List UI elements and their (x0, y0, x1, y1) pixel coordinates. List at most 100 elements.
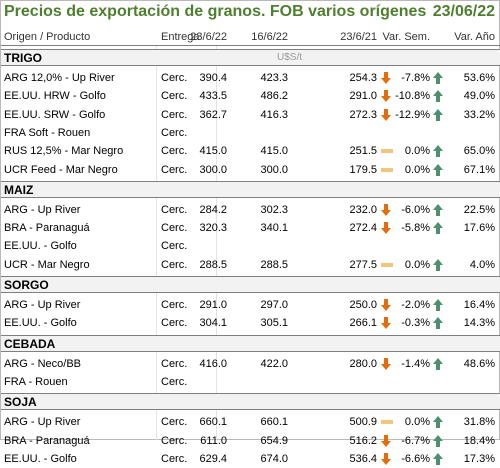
table-row: BRA - Paranaguá Cerc. 611.0 654.9 516.2 -6.7%… (1, 432, 500, 450)
product-name: FRA - Rouen (4, 375, 68, 388)
arrow-down-icon (381, 222, 391, 235)
var-year-value: 22.5% (463, 203, 495, 216)
var-year-value: 14.3% (463, 317, 495, 330)
arrow-up-icon (433, 145, 443, 158)
delivery-cell: Cerc. (161, 434, 188, 447)
delivery-cell: Cerc. (161, 163, 188, 176)
arrow-up-icon (433, 357, 443, 370)
var-week-value: -1.4% (401, 357, 430, 370)
price-year-ago: 179.5 (349, 163, 377, 176)
product-name: EE.UU. SRW - Golfo (4, 108, 106, 121)
delivery-cell: Cerc. (161, 357, 188, 370)
group-header: SORGO (1, 276, 500, 293)
price-week-ago: 423.3 (260, 72, 288, 84)
price-year-ago: 516.2 (349, 434, 377, 447)
table-row: ARG - Up River Cerc. 284.2 302.3 232.0 -6.0% 2… (1, 201, 500, 219)
delivery-cell: Cerc. (161, 416, 188, 429)
table-row: EE.UU. - Golfo Cerc. 629.4 674.0 536.4 -6.6% 1… (1, 450, 500, 468)
var-week-value: -5.8% (401, 222, 430, 235)
arrow-up-icon (433, 452, 443, 465)
price-week-ago: 415.0 (260, 145, 288, 158)
delivery-cell: Cerc. (161, 299, 188, 311)
product-name: EE.UU. - Golfo (4, 452, 77, 465)
var-week-value: -6.7% (401, 434, 430, 447)
delivery-cell: Cerc. (161, 72, 188, 84)
price-year-ago: 254.3 (349, 72, 377, 84)
price-week-ago: 305.1 (260, 317, 288, 330)
price-year-ago: 266.1 (349, 317, 377, 330)
page-title: Precios de exportación de granos. FOB va… (4, 3, 427, 20)
price-week-ago: 660.1 (260, 416, 288, 429)
header-product: Origen / Producto (4, 31, 91, 43)
arrow-up-icon (433, 317, 443, 330)
price-year-ago: 291.0 (349, 90, 377, 103)
arrow-up-icon (433, 416, 443, 429)
table-row: ARG - Up River Cerc. 660.1 660.1 500.9 0.0% 31… (1, 413, 500, 431)
arrow-up-icon (433, 108, 443, 121)
dash-icon (381, 259, 393, 271)
product-name: EE.UU. - Golfo (4, 317, 77, 330)
price-current: 304.1 (199, 317, 227, 330)
table-row: EE.UU. SRW - Golfo Cerc. 362.7 416.3 272.3 -1… (1, 106, 500, 124)
product-name: BRA - Paranaguá (4, 222, 90, 235)
header-price-week-ago: 16/6/22 (251, 31, 288, 43)
var-year-value: 48.6% (463, 357, 495, 370)
price-current: 416.0 (199, 357, 227, 370)
price-year-ago: 500.9 (349, 416, 377, 429)
arrow-up-icon (433, 434, 443, 447)
var-year-value: 4.0% (469, 258, 495, 271)
price-year-ago: 536.4 (349, 452, 377, 465)
group-header: MAIZ (1, 180, 500, 198)
price-week-ago: 300.0 (260, 163, 288, 176)
product-name: ARG - Neco/BB (4, 357, 82, 370)
arrow-up-icon (433, 90, 443, 103)
price-week-ago: 302.3 (260, 203, 288, 216)
table-row: EE.UU. - Golfo Cerc. (1, 237, 500, 255)
title-bar: Precios de exportación de granos. FOB va… (1, 1, 500, 27)
price-current: 288.5 (199, 258, 227, 271)
arrow-down-icon (381, 299, 391, 311)
delivery-cell: Cerc. (161, 108, 188, 121)
var-week-value: -0.3% (401, 317, 430, 330)
var-year-value: 17.3% (463, 452, 495, 465)
product-name: UCR - Mar Negro (4, 258, 90, 271)
price-current: 611.0 (200, 434, 227, 447)
dash-icon (381, 145, 393, 157)
arrow-up-icon (433, 299, 443, 311)
price-year-ago: 280.0 (349, 357, 377, 370)
price-year-ago: 250.0 (349, 299, 377, 311)
unit-label: U$S/t (277, 52, 303, 63)
price-week-ago: 674.0 (260, 452, 288, 465)
var-week-value: -10.8% (395, 90, 430, 103)
price-year-ago: 232.0 (349, 203, 377, 216)
arrow-down-icon (381, 357, 391, 370)
price-year-ago: 272.3 (349, 108, 377, 121)
var-week-value: -12.9% (395, 108, 430, 121)
price-week-ago: 288.5 (260, 258, 288, 271)
product-name: ARG 12,0% - Up River (4, 72, 115, 84)
table-row: UCR Feed - Mar Negro Cerc. 300.0 300.0 179.5… (1, 161, 500, 179)
arrow-down-icon (381, 434, 391, 447)
arrow-down-icon (381, 203, 391, 216)
header-delivery: Entrega (161, 31, 200, 43)
price-current: 320.3 (199, 222, 227, 235)
table-row: ARG 12,0% - Up River Cerc. 390.4 423.3 254.3… (1, 69, 500, 87)
group-header: SOJA (1, 393, 500, 411)
delivery-cell: Cerc. (161, 452, 188, 465)
table-row: EE.UU. - Golfo Cerc. 304.1 305.1 266.1 -0.3% 1… (1, 314, 500, 332)
arrow-up-icon (433, 203, 443, 216)
price-week-ago: 340.1 (260, 222, 288, 235)
price-current: 629.4 (199, 452, 227, 465)
var-year-value: 16.4% (463, 299, 495, 311)
price-current: 362.7 (199, 108, 227, 121)
var-year-value: 65.0% (463, 145, 495, 158)
price-year-ago: 277.5 (349, 258, 377, 271)
column-divider (216, 46, 217, 440)
table-row: BRA - Paranaguá Cerc. 320.3 340.1 272.4 -5.8%… (1, 219, 500, 237)
var-week-value: -7.8% (401, 72, 430, 84)
price-current: 433.5 (199, 90, 227, 103)
var-week-value: -2.0% (401, 299, 430, 311)
delivery-cell: Cerc. (161, 258, 188, 271)
delivery-cell: Cerc. (161, 203, 188, 216)
